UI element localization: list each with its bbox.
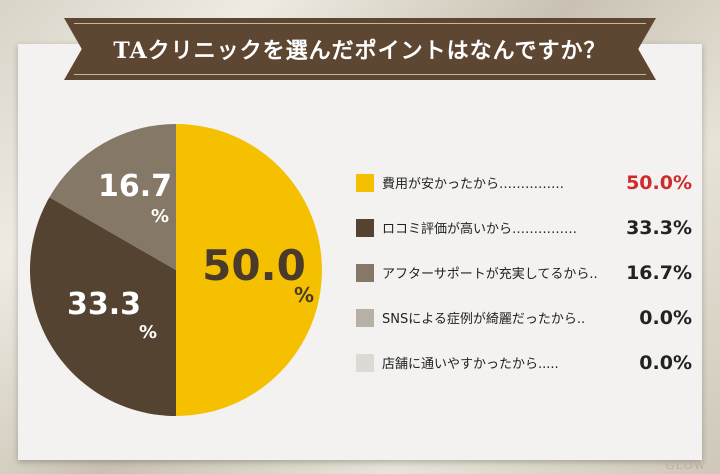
legend-label-1: ロコミ評価が高いから…………… xyxy=(382,222,578,237)
legend-label-0: 費用が安かったから…………… xyxy=(382,177,565,192)
pie-slice-0 xyxy=(176,124,322,416)
legend-label-4: 店舗に通いやすかったから..... xyxy=(382,357,559,372)
pie-chart: 50.0 % 33.3 % 16.7 % xyxy=(30,124,322,416)
legend-swatch-3 xyxy=(356,308,374,327)
slice-label-unit-0: % xyxy=(294,283,314,307)
legend-swatch-4 xyxy=(356,353,374,372)
banner-border xyxy=(74,23,646,75)
slice-label-number-2: 16.7 xyxy=(98,169,172,204)
legend-label-3: SNSによる症例が綺麗だったから.. xyxy=(382,312,586,327)
legend-value-2: 16.7% xyxy=(626,261,692,284)
legend-value-3: 0.0% xyxy=(639,306,692,329)
legend-item: 店舗に通いやすかったから..... 0.0% xyxy=(356,340,696,385)
legend-item: SNSによる症例が綺麗だったから.. 0.0% xyxy=(356,295,696,340)
legend-item: ロコミ評価が高いから…………… 33.3% xyxy=(356,205,696,250)
brand-logo: GLOW xyxy=(665,459,706,472)
chart-title: TAクリニックを選んだポイントはなんですか？ xyxy=(113,38,607,64)
legend-swatch-1 xyxy=(356,218,374,237)
legend: 費用が安かったから…………… 50.0% ロコミ評価が高いから…………… 33.… xyxy=(356,160,696,385)
legend-value-1: 33.3% xyxy=(626,216,692,239)
legend-value-4: 0.0% xyxy=(639,351,692,374)
legend-label-2: アフターサポートが充実してるから.. xyxy=(382,267,598,282)
legend-swatch-0 xyxy=(356,173,374,192)
slice-label-unit-2: % xyxy=(151,206,169,227)
slice-label-number-1: 33.3 xyxy=(67,287,141,322)
pie-slice-1 xyxy=(30,197,176,416)
slice-label-unit-1: % xyxy=(139,322,157,343)
legend-item: アフターサポートが充実してるから.. 16.7% xyxy=(356,250,696,295)
pie-slice-2 xyxy=(49,124,176,270)
legend-value-0: 50.0% xyxy=(626,171,692,194)
legend-item: 費用が安かったから…………… 50.0% xyxy=(356,160,696,205)
slice-label-number-0: 50.0 xyxy=(202,241,306,290)
title-banner: TAクリニックを選んだポイントはなんですか？ xyxy=(64,18,656,80)
legend-swatch-2 xyxy=(356,263,374,282)
